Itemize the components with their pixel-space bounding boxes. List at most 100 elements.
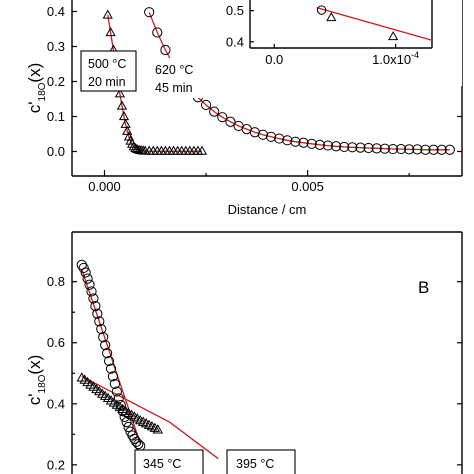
- panel-a-inset: 0.4 0.5 0.0 1.0x10-4: [226, 0, 462, 86]
- svg-text:500 °C: 500 °C: [88, 57, 126, 71]
- panel-a-y-tick-label: 0.4: [47, 4, 65, 19]
- panel-a-circle-point: [265, 131, 277, 142]
- panel-a-circle-point: [355, 142, 366, 153]
- annotation-395c: 395 °C: [226, 449, 296, 474]
- panel-b-circle-point: [117, 406, 128, 417]
- panel-b-circle-point: [119, 411, 130, 423]
- panel-a-y-tick-label: 0.3: [47, 39, 65, 54]
- panel-a-x-ticks: 0.000 0.005: [88, 170, 410, 194]
- panel-a-y-axis-label: c'18O(x): [25, 63, 48, 113]
- panel-b-y-tick-label: 0.8: [47, 274, 65, 289]
- panel-a-circle-point: [330, 141, 342, 152]
- panel-a-circle-point: [363, 142, 374, 154]
- panel-a-circle-point: [436, 144, 447, 155]
- panel-a-circle-point: [209, 106, 220, 117]
- panel-b-triangle-point: [143, 419, 155, 429]
- inset-circle-point: [316, 5, 327, 15]
- panel-a-circle-point: [306, 138, 317, 149]
- panel-b-y-tick-label: 0.6: [47, 335, 65, 350]
- panel-b-circle-point: [123, 421, 134, 433]
- panel-b-letter: B: [418, 278, 429, 297]
- panel-a-triangle-point: [105, 26, 116, 37]
- annotation-620c-45min: 620 °C 45 min: [148, 58, 213, 98]
- panel-b-triangle-point: [137, 416, 149, 426]
- panel-b: 0.2 0.4 0.6 0.8 c'18O(x) B 345 °C 395 °C: [25, 231, 463, 474]
- panel-b-circle-point: [96, 323, 107, 335]
- panel-a-circle-point: [282, 135, 293, 146]
- svg-text:395 °C: 395 °C: [236, 457, 274, 471]
- panel-b-circle-point: [84, 279, 95, 290]
- panel-a-circle-point: [249, 127, 260, 138]
- panel-a-circle-point: [412, 144, 423, 155]
- inset-fit-line: [316, 6, 433, 41]
- panel-a-circle-point: [314, 139, 325, 150]
- panel-b-circle-point: [80, 267, 91, 278]
- panel-a: 0.0 0.1 0.2 0.3 0.4 0.000 0.005 c'18O(x) Dist…: [25, 0, 463, 217]
- panel-a-triangle-point: [114, 88, 126, 98]
- panel-a-circle-point: [200, 99, 212, 111]
- annotation-345c: 345 °C: [134, 449, 204, 474]
- panel-a-circle-point: [395, 143, 407, 155]
- panel-b-y-tick-label: 0.2: [47, 457, 65, 472]
- panel-a-circle-point: [404, 144, 415, 155]
- panel-a-circle-point: [339, 141, 350, 153]
- panel-b-circle-point: [105, 363, 117, 374]
- panel-a-circle-point: [160, 44, 171, 56]
- annotation-500c-20min: 500 °C 20 min: [80, 50, 137, 92]
- panel-b-axes: [71, 231, 463, 474]
- panel-a-circle-point: [152, 27, 163, 38]
- panel-b-circle-point: [94, 316, 105, 327]
- panel-b-circle-point: [109, 378, 121, 390]
- panel-a-circle-point: [379, 143, 390, 154]
- panel-a-circle-point: [347, 142, 358, 153]
- panel-b-triangle-point: [152, 424, 164, 434]
- panel-a-circle-point: [387, 143, 399, 155]
- panel-b-circle-point: [131, 436, 142, 448]
- inset-x-tick-label: 0.0: [265, 52, 283, 67]
- panel-a-y-tick-label: 0.0: [47, 144, 65, 159]
- panel-a-x-tick-label: 0.000: [88, 179, 121, 194]
- panel-b-circle-point: [115, 399, 126, 411]
- panel-b-triangle-point: [135, 414, 146, 425]
- inset-markers: [316, 5, 399, 41]
- panel-b-circle-point: [113, 393, 124, 404]
- panel-b-markers: [76, 259, 164, 452]
- panel-a-triangle-point: [118, 110, 130, 121]
- panel-a-y-tick-label: 0.1: [47, 109, 65, 124]
- panel-b-y-ticks: 0.2 0.4 0.6 0.8: [47, 274, 462, 472]
- panel-a-circle-point: [274, 133, 285, 144]
- inset-triangle-point: [326, 11, 337, 22]
- panel-b-triangle-point: [149, 422, 161, 432]
- panel-b-circle-point: [78, 262, 89, 274]
- panel-b-y-axis-label: c'18O(x): [25, 355, 48, 405]
- panel-b-y-tick-label: 0.4: [47, 396, 65, 411]
- svg-text:620 °C: 620 °C: [155, 63, 193, 77]
- panel-a-circle-point: [217, 112, 228, 123]
- svg-text:345 °C: 345 °C: [143, 457, 181, 471]
- svg-text:20 min: 20 min: [88, 75, 126, 89]
- panel-a-circle-point: [298, 137, 309, 148]
- panel-a-fit-line-620c: [148, 11, 450, 151]
- panel-a-circle-point: [420, 144, 431, 155]
- panel-b-triangle-point: [146, 421, 158, 431]
- panel-a-circle-point: [444, 144, 455, 155]
- panel-a-y-ticks: 0.0 0.1 0.2 0.3 0.4: [47, 4, 462, 159]
- panel-a-circle-point: [257, 129, 269, 140]
- panel-b-circle-point: [86, 286, 97, 297]
- panel-a-circle-point: [371, 143, 382, 154]
- inset-y-tick-label: 0.4: [226, 34, 244, 49]
- panel-b-circle-point: [129, 433, 140, 444]
- inset-ticks: 0.4 0.5 0.0 1.0x10-4: [226, 3, 419, 67]
- panel-a-circle-point: [144, 7, 155, 18]
- panel-b-circle-point: [103, 355, 115, 367]
- panel-a-x-tick-label: 0.005: [291, 179, 324, 194]
- panel-a-triangle-point: [116, 100, 128, 110]
- inset-x-tick-label: 1.0x10-4: [372, 50, 419, 67]
- panel-b-circle-point: [88, 293, 99, 304]
- panel-a-circle-point: [428, 144, 439, 155]
- panel-a-triangle-point: [196, 145, 208, 155]
- panel-b-circle-point: [92, 308, 103, 319]
- panel-a-circle-point: [322, 140, 334, 151]
- panel-a-markers: [102, 7, 455, 155]
